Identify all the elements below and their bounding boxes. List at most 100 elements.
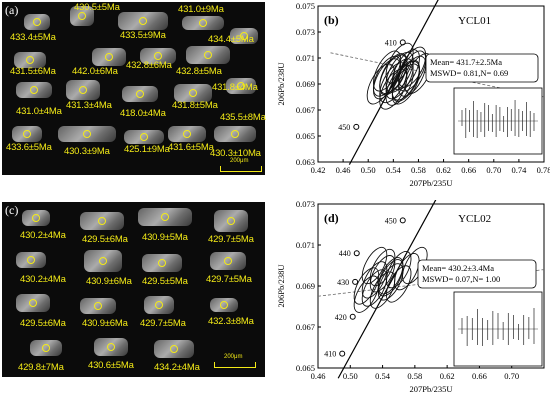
y-tick-label: 0.071 [296,53,315,63]
error-ellipse [394,253,420,291]
y-tick-label: 0.065 [296,131,315,141]
concordia-age-marker [339,350,346,357]
stats-box [417,259,537,289]
analysis-spot [107,343,115,351]
error-ellipse [398,50,427,92]
stats-box [425,53,539,83]
chart-title: YCL01 [458,15,491,27]
x-tick-label: 0.58 [407,371,422,381]
zircon-age-label: 431.0±4Ma [16,106,62,117]
zircon-age-label: 432.8±5Ma [176,66,222,77]
concordia-age-label: 410 [385,38,397,47]
analysis-spot [161,213,169,221]
analysis-spot [158,259,166,267]
zircon-age-label: 425.1±9Ma [124,144,170,155]
analysis-spot [140,133,148,141]
zircon-age-label: 432.8±6Ma [126,60,172,71]
analysis-spot [183,130,191,138]
error-ellipse [379,62,408,104]
concordia-age-label: 440 [339,249,351,258]
y-tick-label: 0.073 [296,200,315,209]
analysis-spot [32,214,40,222]
analysis-spot [23,130,31,138]
analysis-spot [42,344,50,352]
zircon-age-label: 434.2±4Ma [154,362,200,373]
concordia-chart-ycl02: 0.46 0.50 0.54 0.58 0.62 0.66 0.70 0.065 0.067 0.… [278,200,545,394]
error-ellipse [377,257,404,295]
analysis-spot [33,18,41,26]
stats-text: MSWD= 0.81,N= 0.69 [430,68,508,78]
analysis-spot [189,89,197,97]
zircon-age-label: 430.6±5Ma [88,360,134,371]
x-tick-label: 0.78 [537,165,550,175]
x-axis-label: 207Pb/235U [410,178,453,188]
y-tick-label: 0.075 [296,1,315,11]
concordia-age-marker [353,250,360,257]
x-tick-label: 0.66 [472,371,487,381]
zircon-age-label: 429.8±7Ma [18,362,64,373]
analysis-spot [78,12,86,20]
analysis-spot [83,130,91,138]
error-ellipse [369,248,396,287]
zircon-age-label: 430.5±5Ma [74,2,120,13]
panel-label: (b) [324,13,339,27]
concordia-age-marker [349,313,356,320]
zircon-age-label: 429.5±5Ma [142,276,188,287]
zircon-age-label: 434.4±5Ma [208,34,254,45]
analysis-spot [220,301,228,309]
analysis-spot [231,130,239,138]
zircon-age-label: 431.0±9Ma [178,4,224,15]
y-tick-label: 0.065 [296,363,315,373]
error-ellipse [385,58,414,100]
error-ellipse [391,60,420,102]
error-ellipse [353,267,380,305]
concordia-chart-ycl01: 0.42 0.46 0.50 0.54 0.58 0.62 0.66 0.70 0.74 0.78… [278,0,550,188]
x-tick-label: 0.54 [375,371,391,381]
error-ellipse [369,255,396,293]
x-tick-label: 0.50 [361,165,376,175]
stats-text: Mean= 430.2±3.4Ma [422,263,494,273]
y-tick-label: 0.069 [296,281,315,291]
zircon-age-label: 418.0±4Ma [120,108,166,119]
scale-bar [220,166,262,172]
analysis-spot [170,345,178,353]
y-tick-label: 0.069 [296,79,315,89]
error-ellipse [379,53,408,95]
x-tick-label: 0.42 [311,165,326,175]
concordia-age-marker [399,217,406,224]
analysis-spot [155,301,163,309]
error-ellipse [373,58,402,100]
zircon-age-label: 430.3±9Ma [64,146,110,157]
zircon-age-label: 435.5±8Ma [220,112,266,123]
analysis-spot [154,52,162,60]
zircon-age-label: 430.3±10Ma [210,148,261,159]
zircon-age-label: 429.7±5Ma [206,274,252,285]
x-axis-label: 207Pb/235U [410,384,453,394]
analysis-spot [105,53,113,61]
error-ellipse [366,63,395,105]
zircon-age-label: 430.2±4Ma [20,230,66,241]
y-tick-label: 0.067 [296,322,315,332]
error-ellipse [373,55,402,97]
concordia-curve [337,200,437,379]
error-ellipse [385,250,412,289]
error-ellipse [361,269,388,307]
x-tick-label: 0.46 [311,371,326,381]
x-tick-label: 0.46 [336,165,351,175]
panel-label: (d) [324,211,339,225]
zircon-age-label: 430.2±4Ma [20,274,66,285]
x-tick-label: 0.50 [343,371,358,381]
x-tick-label: 0.58 [411,165,426,175]
x-tick-label: 0.54 [386,165,402,175]
analysis-spot [29,299,37,307]
zircon-age-label: 431.6±5Ma [168,142,214,153]
zircon-age-label: 433.6±5Ma [6,142,52,153]
concordia-age-label: 430 [337,278,349,287]
error-ellipse [377,259,404,297]
error-ellipse [398,55,427,97]
analysis-spot [204,51,212,59]
x-tick-label: 0.70 [504,371,519,381]
concordia-age-label: 450 [338,123,350,132]
concordia-age-label: 410 [324,350,336,359]
cl-image-panel-c: (c) 430.2±4Ma 429.5±6Ma 430.9±5Ma 429.7±… [2,202,265,377]
